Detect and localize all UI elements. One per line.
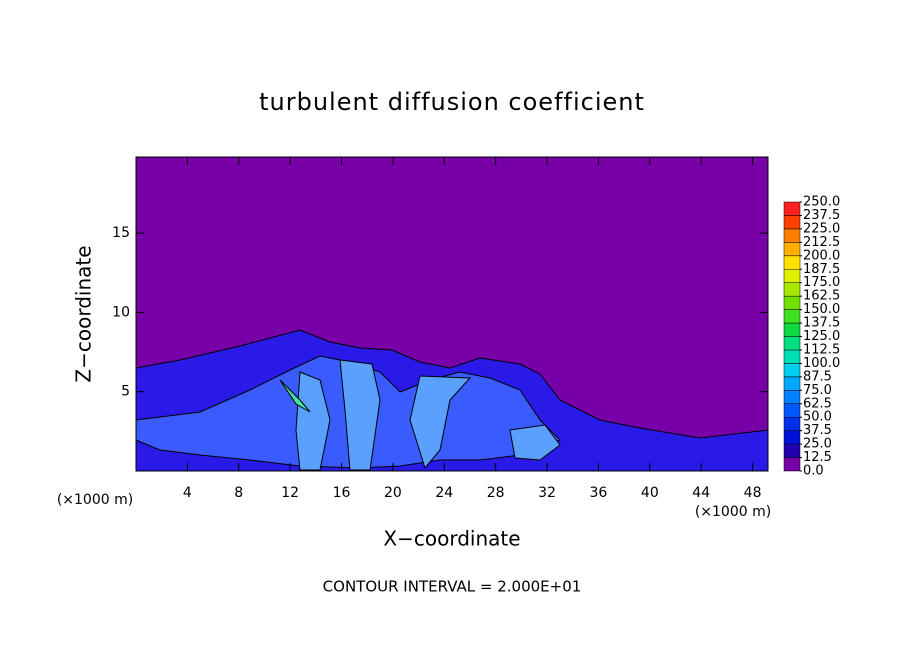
field (135, 157, 769, 472)
colorbar-bin (783, 403, 801, 418)
colorbar-bin (783, 242, 801, 257)
colorbar-label: 137.5 (803, 316, 840, 331)
colorbar-label: 125.0 (803, 329, 840, 344)
colorbar-label: 150.0 (803, 302, 840, 317)
colorbar-label: 187.5 (803, 262, 840, 277)
colorbar-bin (783, 295, 801, 310)
colorbar-label: 62.5 (803, 396, 832, 411)
colorbar-bin (783, 457, 801, 472)
x-tick-label: 20 (384, 485, 402, 501)
colorbar-label: 112.5 (803, 342, 840, 357)
x-tick-label: 48 (744, 485, 762, 501)
x-tick-label: 16 (333, 485, 351, 501)
x-axis-label: X−coordinate (383, 527, 520, 551)
chart-title: turbulent diffusion coefficient (259, 88, 645, 116)
x-tick-label: 32 (538, 485, 556, 501)
colorbar-label: 175.0 (803, 275, 840, 290)
y-tick-label: 5 (121, 384, 130, 400)
colorbar-label: 237.5 (803, 208, 840, 223)
colorbar-bin (783, 416, 801, 431)
colorbar-bin (783, 430, 801, 445)
colorbar-label: 37.5 (803, 423, 832, 438)
x-tick-label: 4 (183, 485, 192, 501)
x-tick-label: 40 (641, 485, 659, 501)
y-tick-label: 10 (112, 304, 130, 320)
colorbar-label: 200.0 (803, 248, 840, 263)
colorbar-bin (783, 269, 801, 283)
x-unit-label: (×1000 m) (57, 492, 133, 508)
colorbar-bin (783, 390, 801, 404)
colorbar-label: 12.5 (803, 450, 832, 465)
colorbar-bin (783, 215, 801, 230)
x-tick-label: 44 (692, 485, 710, 501)
y-tick-label: 15 (112, 225, 130, 241)
colorbar-bin (783, 443, 801, 458)
field-region (279, 379, 311, 413)
colorbar-label: 0.0 (803, 464, 824, 479)
x-tick-label: 12 (281, 485, 299, 501)
colorbar-bin (783, 322, 801, 337)
y-axis-label: Z−coordinate (72, 245, 96, 382)
colorbar-bin (783, 309, 801, 324)
colorbar-bin (783, 376, 801, 391)
x-tick-label: 28 (487, 485, 505, 501)
colorbar-bin (783, 228, 801, 243)
footnote: CONTOUR INTERVAL = 2.000E+01 (323, 578, 582, 596)
colorbar-label: 162.5 (803, 289, 840, 304)
colorbar-bin (783, 255, 801, 270)
colorbar-bin (783, 349, 801, 364)
colorbar-label: 250.0 (803, 195, 840, 210)
colorbar-label: 50.0 (803, 410, 832, 425)
colorbar-label: 212.5 (803, 235, 840, 250)
colorbar-bin (783, 201, 801, 216)
x-unit-label: (×1000 m) (695, 504, 771, 520)
x-tick-label: 36 (590, 485, 608, 501)
plot-frame (135, 156, 769, 472)
colorbar-label: 25.0 (803, 437, 832, 452)
colorbar-bin (783, 282, 801, 297)
x-tick-label: 8 (234, 485, 243, 501)
colorbar-bin (783, 336, 801, 351)
colorbar-bin (783, 363, 801, 378)
x-tick-label: 24 (435, 485, 453, 501)
colorbar-label: 100.0 (803, 356, 840, 371)
colorbar-label: 225.0 (803, 221, 840, 236)
colorbar-label: 75.0 (803, 383, 832, 398)
colorbar-label: 87.5 (803, 369, 832, 384)
field-region (295, 359, 561, 471)
